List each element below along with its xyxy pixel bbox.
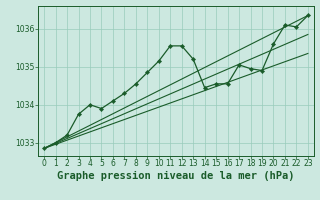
X-axis label: Graphe pression niveau de la mer (hPa): Graphe pression niveau de la mer (hPa) [57, 171, 295, 181]
